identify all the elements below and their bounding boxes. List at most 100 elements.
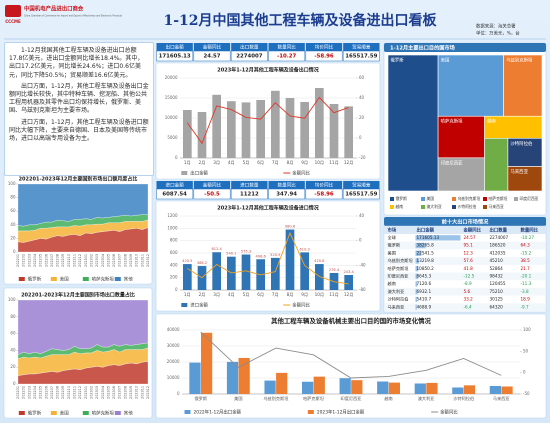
table-cell: 哈萨克斯坦 (388, 265, 410, 272)
table-cell: 12.3 (464, 250, 474, 255)
x-tick-label: 202307 (118, 254, 122, 267)
table-cell: 186520 (490, 243, 506, 248)
y-tick-label: 80 (10, 195, 16, 200)
x-tick-label: 美国 (234, 395, 242, 402)
table-row-bg (384, 257, 546, 265)
bar (285, 98, 295, 158)
x-tick-label: 1月 (184, 160, 191, 166)
x-tick-label: 202306 (112, 386, 116, 399)
x-tick-label: 印度尼西亚 (341, 395, 362, 402)
legend-label: 美国 (427, 196, 435, 201)
legend-swatch (50, 277, 57, 281)
treemap-cell (507, 137, 543, 167)
table-cell: 马来西亚 (388, 303, 405, 310)
y-tick-label: 30000 (167, 343, 180, 348)
x-tick-label: 202212 (78, 386, 82, 399)
line-series (186, 96, 349, 145)
table-header: 出口数量 (490, 227, 508, 234)
x-tick-label: 202301 (84, 254, 88, 267)
kpi-label: 金额同比 (203, 182, 222, 189)
y-tick-label: 100 (8, 181, 16, 186)
table-cell: 30125 (490, 297, 504, 302)
table-header: 市场 (388, 227, 397, 234)
x-tick-label: 10月 (315, 160, 325, 166)
table-cell: 22541.5 (417, 250, 435, 255)
kpi-label-bg (231, 181, 268, 189)
table-cell: 全球 (388, 234, 397, 240)
x-tick-label: 202304 (101, 386, 105, 399)
x-tick-label: 6月 (257, 160, 264, 166)
legend-swatch (421, 205, 425, 209)
table-cell: 33.2 (464, 297, 474, 302)
kpi-value-bg (193, 188, 231, 200)
y-tick-label: 80 (10, 314, 16, 319)
x-tick-label: 202202 (22, 254, 26, 267)
treemap-title-bg (384, 43, 546, 52)
data-label: 420.8 (314, 259, 325, 263)
x-tick-label: 202211 (73, 386, 77, 399)
x-tick-label: 8月 (287, 292, 294, 298)
bar (344, 106, 354, 158)
table-cell: 印度尼西亚 (388, 273, 409, 280)
y2-tick-label: -20 (359, 155, 366, 160)
x-tick-label: 202210 (67, 386, 71, 399)
x-tick-label: 202302 (89, 386, 93, 399)
y2-tick-label: 40 (359, 95, 365, 100)
table-cell: 10850.2 (417, 266, 435, 271)
legend-swatch (18, 411, 25, 415)
kpi-value-bg (230, 188, 268, 200)
bar (212, 94, 222, 158)
bar (302, 381, 314, 394)
table-cell: 俄罗斯 (388, 242, 401, 249)
legend-swatch (483, 205, 487, 209)
panel (155, 62, 381, 180)
table-header: 金额同比 (463, 227, 482, 234)
kpi-value: 165517.59 (345, 54, 377, 60)
y-tick-label: 0 (13, 249, 16, 254)
y-tick-label: 0 (175, 287, 178, 292)
x-tick-label: 马来西亚 (493, 395, 510, 402)
kpi-value-bg (230, 50, 268, 62)
table-cell: -6.4 (464, 304, 473, 309)
y-tick-label: 20 (10, 364, 16, 369)
y-tick-label: 0 (177, 391, 180, 396)
treemap-label: 马来西亚 (510, 168, 528, 175)
data-label: 540.1 (226, 252, 236, 256)
kpi-label-bg (193, 43, 231, 51)
legend-label: 金额同比 (292, 170, 310, 177)
x-tick-label: 202208 (56, 254, 60, 267)
legend-label: 澳大利亚 (427, 204, 442, 209)
table-bg (383, 225, 547, 313)
x-tick-label: 2月 (199, 292, 206, 298)
x-tick-label: 3月 (213, 160, 220, 166)
kpi-value: -10.27 (277, 54, 297, 60)
kpi-label-bg (156, 43, 193, 51)
x-tick-label: 6月 (257, 292, 264, 298)
x-tick-label: 7月 (272, 292, 279, 298)
kpi-label: 数量同比 (277, 44, 296, 51)
legend-label: 俄罗斯 (28, 276, 42, 283)
y-tick-label: 1000 (167, 225, 178, 230)
kpi-label: 数量同比 (277, 182, 296, 189)
amount-bar (415, 235, 461, 241)
y-tick-label: 200 (170, 275, 178, 280)
legend-label: 越南 (396, 204, 404, 209)
amount-bar (415, 281, 418, 287)
bar (351, 380, 363, 394)
bar (452, 387, 464, 394)
kpi-label: 进口数量 (240, 182, 259, 189)
table-cell: 21.7 (521, 266, 531, 271)
bar (182, 110, 192, 158)
legend-label: 金额同比 (292, 302, 310, 309)
table-cell: 8645.3 (417, 274, 432, 279)
legend-swatch (82, 411, 89, 415)
chart-title: 202201-2023年12月主要国别市场出口额月度占比 (19, 176, 138, 183)
table-header: 数量同比 (521, 227, 539, 234)
bar (339, 378, 351, 394)
kpi-value: 347.94 (276, 192, 297, 198)
y-tick-label: 15000 (165, 95, 178, 100)
y-tick-label: 20000 (167, 359, 180, 364)
legend-swatch (390, 205, 394, 209)
y-tick-label: 800 (170, 238, 178, 243)
kpi-label: 贸易顺差 (352, 44, 371, 51)
